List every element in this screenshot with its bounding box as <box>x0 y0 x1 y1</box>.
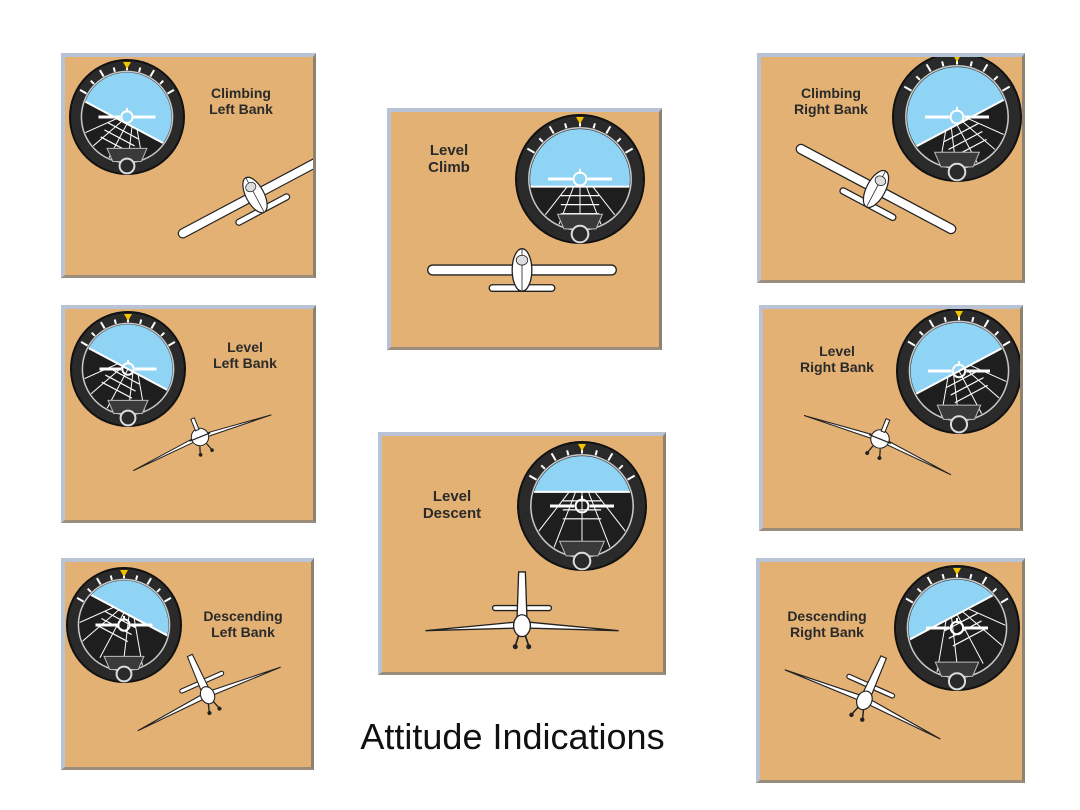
panel-label: Level Descent <box>422 488 482 523</box>
panel-illustration <box>70 311 272 472</box>
panel-illustration <box>803 309 1020 476</box>
attitude-indicator-icon <box>894 565 1020 691</box>
panel-illustration <box>784 565 1020 740</box>
panel-climbing-left-bank: Climbing Left Bank <box>61 53 316 278</box>
panel-level-right-bank: Level Right Bank <box>759 305 1023 531</box>
panel-label: Level Climb <box>428 142 470 177</box>
airplane-icon <box>803 414 952 476</box>
panel-illustration <box>427 114 645 292</box>
panel-label: Climbing Left Bank <box>209 85 273 118</box>
panel-level-climb: Level Climb <box>387 108 662 350</box>
panel-label: Descending Left Bank <box>203 608 283 641</box>
attitude-indicator-icon <box>892 57 1022 182</box>
panel-illustration <box>795 57 1022 235</box>
panel-label: Descending Right Bank <box>787 608 867 641</box>
panel-level-descent: Level Descent <box>378 432 666 675</box>
panel-illustration <box>425 441 647 650</box>
airplane-icon <box>427 248 617 292</box>
panel-descending-right-bank: Descending Right Bank <box>756 558 1025 783</box>
panel-descending-left-bank: Descending Left Bank <box>61 558 314 770</box>
panel-illustration <box>66 567 281 732</box>
panel-level-left-bank: Level Left Bank <box>61 305 316 523</box>
airplane-icon <box>795 143 957 235</box>
attitude-indicator-icon <box>66 567 182 683</box>
panel-label: Level Right Bank <box>800 343 874 376</box>
panel-label: Climbing Right Bank <box>794 85 868 118</box>
panel-climbing-right-bank: Climbing Right Bank <box>757 53 1025 283</box>
attitude-indicator-icon <box>70 311 186 427</box>
attitude-indicator-icon <box>515 114 645 244</box>
airplane-icon <box>177 151 313 239</box>
caption: Attitude Indications <box>360 716 665 757</box>
attitude-indicator-icon <box>517 441 647 571</box>
airplane-icon <box>784 655 941 740</box>
airplane-icon <box>133 414 272 472</box>
panel-illustration <box>69 59 313 239</box>
airplane-icon <box>425 571 619 650</box>
airplane-icon <box>137 653 281 732</box>
panel-label: Level Left Bank <box>213 339 277 372</box>
attitude-indicator-icon <box>69 59 185 175</box>
attitude-indicator-icon <box>896 309 1020 434</box>
